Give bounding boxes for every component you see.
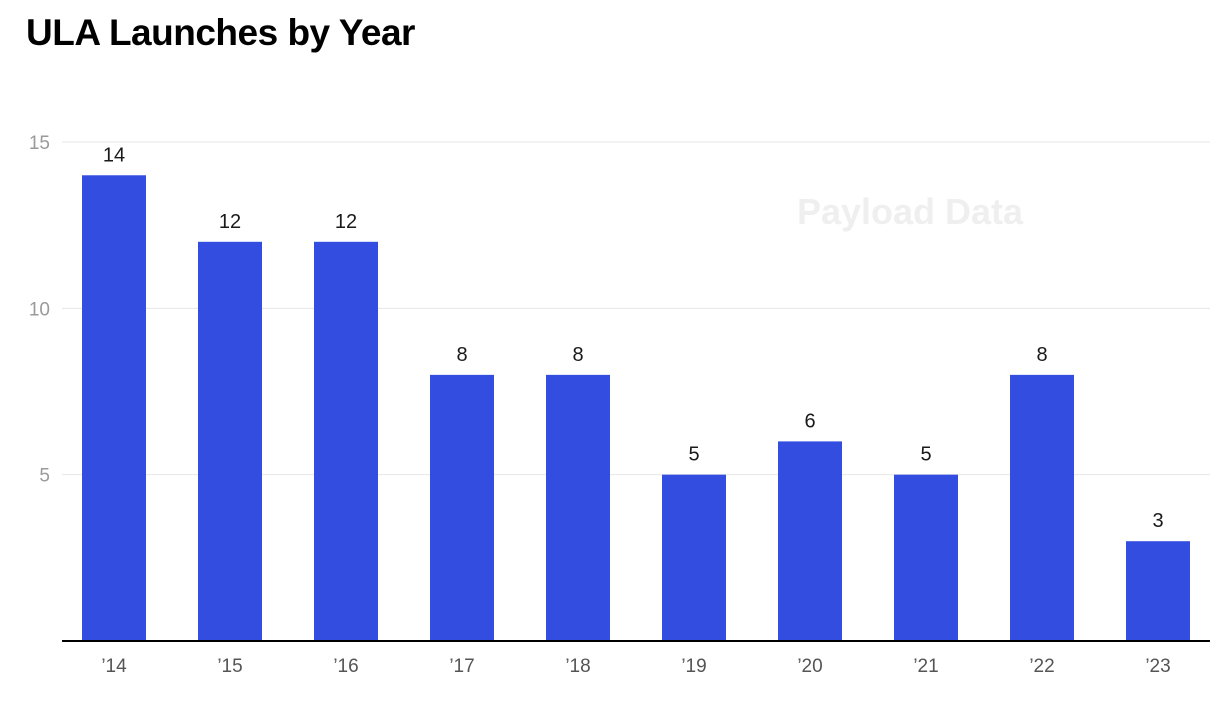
bar (546, 374, 610, 641)
bar-value-label: 12 (219, 211, 241, 233)
x-tick-label: ’19 (681, 656, 706, 677)
bar-value-label: 8 (1036, 344, 1047, 366)
bar (662, 474, 726, 641)
bar-value-label: 6 (804, 410, 815, 432)
bar-value-label: 8 (456, 344, 467, 366)
x-tick-label: ’15 (217, 656, 242, 677)
x-tick-label: ’18 (565, 656, 590, 677)
x-tick-label: ’20 (797, 656, 822, 677)
bar-value-label: 14 (103, 144, 125, 166)
x-tick-label: ’22 (1029, 656, 1054, 677)
x-tick-label: ’16 (333, 656, 358, 677)
bar (1010, 374, 1074, 641)
y-tick-label: 5 (39, 466, 50, 487)
y-axis: 5 10 15 (29, 133, 50, 487)
bar-value-label: 5 (920, 444, 931, 466)
data-labels: 14 12 12 8 8 5 6 5 8 3 (103, 144, 1164, 532)
bar (1126, 541, 1190, 641)
x-tick-label: ’23 (1145, 656, 1170, 677)
y-tick-label: 15 (29, 133, 50, 154)
bar (314, 241, 378, 642)
x-tick-label: ’17 (449, 656, 474, 677)
bar-value-label: 12 (335, 211, 357, 233)
x-tick-label: ’21 (913, 656, 938, 677)
bar (82, 175, 146, 641)
y-tick-label: 10 (29, 299, 50, 320)
bar-value-label: 3 (1152, 510, 1163, 532)
bar (778, 441, 842, 641)
bar (894, 474, 958, 641)
bar-value-label: 8 (572, 344, 583, 366)
watermark-text: Payload Data (797, 191, 1024, 232)
bars (82, 175, 1190, 642)
bar-value-label: 5 (688, 444, 699, 466)
bar (430, 374, 494, 641)
x-axis: ’14 ’15 ’16 ’17 ’18 ’19 ’20 ’21 ’22 ’23 (62, 640, 1210, 677)
x-tick-label: ’14 (101, 656, 127, 677)
bar (198, 241, 262, 642)
chart-title: ULA Launches by Year (26, 12, 415, 53)
